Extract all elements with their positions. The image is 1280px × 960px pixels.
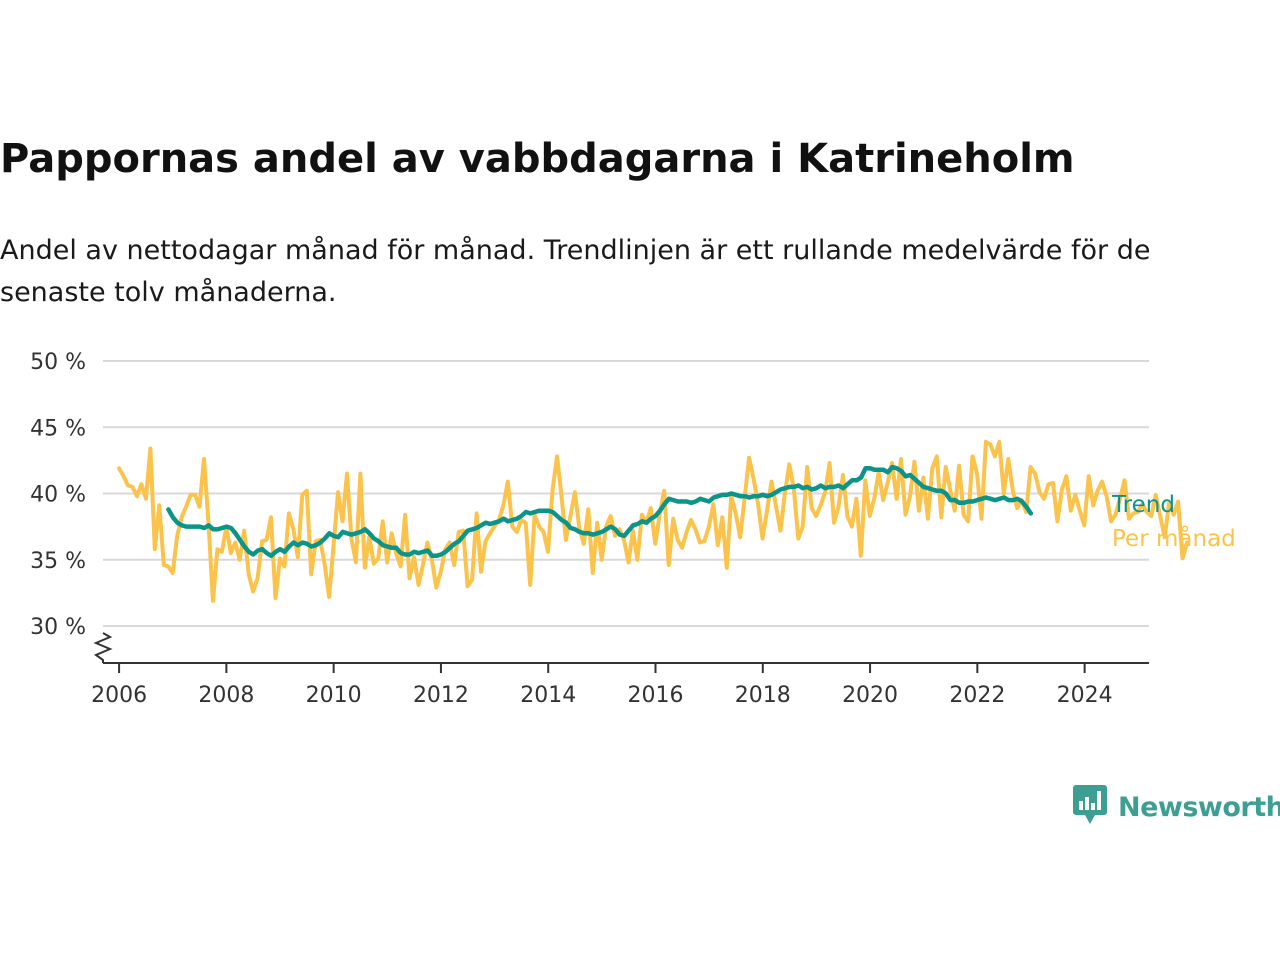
x-tick-label: 2006 [91,683,147,708]
chart-title: Pappornas andel av vabbdagarna i Katrine… [0,136,1075,182]
gridlines [103,360,1149,627]
bar-chart-speech-bubble-icon [1072,784,1108,830]
trend-label: Trend [1111,492,1175,518]
x-tick-label: 2024 [1057,683,1113,708]
x-tick-label: 2008 [198,683,254,708]
brand-logo: Newsworthy [1072,784,1280,830]
series-labels: Trend Per månad [1111,492,1236,552]
y-tick-label: 40 % [30,483,86,508]
y-tick-label: 45 % [30,416,86,441]
x-tick-label: 2022 [949,683,1005,708]
line-chart: 30 % 35 % 40 % 45 % 50 % 2006 2008 2010 2012 201… [30,350,1236,708]
axis-break-zigzag [93,632,113,663]
y-tick-label: 30 % [30,615,86,640]
trend-line [166,464,1034,559]
y-tick-label: 35 % [30,549,86,574]
y-tick-label: 50 % [30,350,86,375]
x-tick-label: 2016 [628,683,684,708]
y-axis-ticks: 30 % 35 % 40 % 45 % 50 % [30,350,86,640]
brand-name: Newsworthy [1118,791,1280,823]
x-tick-label: 2012 [413,683,469,708]
monthly-label: Per månad [1112,524,1236,552]
chart-subtitle: Andel av nettodagar månad för månad. Tre… [0,235,1151,308]
axis-break-icon [93,632,113,663]
x-axis: 2006 2008 2010 2012 2014 2016 2018 2020 2022 2024 [91,662,1149,708]
monthly-line [117,439,1189,603]
series-lines [117,439,1189,603]
x-tick-label: 2020 [842,683,898,708]
x-tick-label: 2014 [520,683,576,708]
x-tick-label: 2010 [306,683,362,708]
x-tick-label: 2018 [735,683,791,708]
